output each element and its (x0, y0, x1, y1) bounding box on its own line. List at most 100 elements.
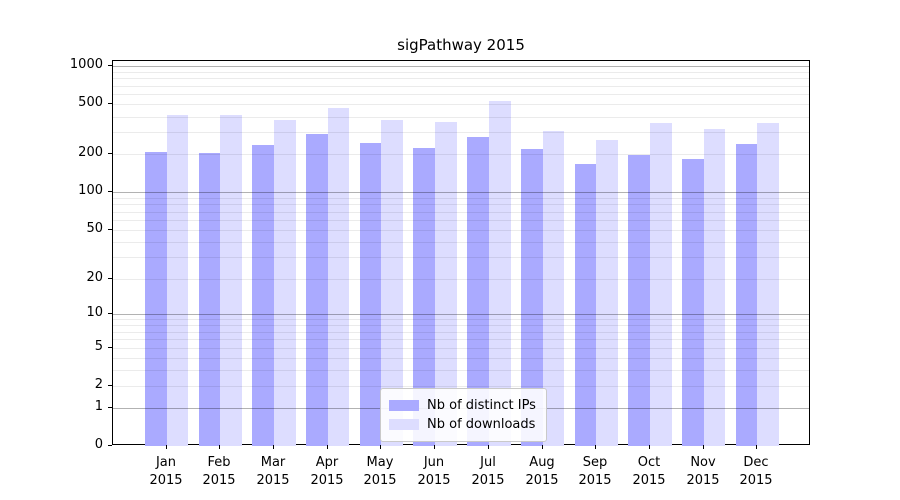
bar-nb-of-downloads-oct (649, 123, 672, 446)
minor-gridline-9 (113, 319, 809, 320)
bar-nb-of-distinct-ips-nov (681, 159, 704, 446)
bar-nb-of-distinct-ips-jan (144, 152, 167, 446)
x-tick-sep (595, 445, 596, 449)
major-gridline-1000 (113, 66, 809, 67)
y-tick-label-20: 20 (86, 270, 103, 285)
minor-gridline-90 (113, 198, 809, 199)
legend-swatch-distinct-ips (389, 400, 419, 411)
minor-gridline-20 (113, 279, 809, 280)
minor-gridline-800 (113, 78, 809, 79)
bar-nb-of-distinct-ips-mar (252, 144, 275, 446)
y-tick-200 (108, 153, 112, 154)
minor-gridline-2 (113, 386, 809, 387)
minor-gridline-400 (113, 117, 809, 118)
x-tick-jul (488, 445, 489, 449)
bar-nb-of-distinct-ips-apr (306, 133, 328, 446)
legend-label-distinct-ips: Nb of distinct IPs (427, 398, 536, 413)
bars-layer (113, 61, 809, 446)
y-tick-20 (108, 278, 112, 279)
minor-gridline-7 (113, 332, 809, 333)
minor-gridline-30 (113, 257, 809, 258)
x-tick-apr (327, 445, 328, 449)
y-tick-label-500: 500 (78, 95, 103, 110)
minor-gridline-50 (113, 230, 809, 231)
x-tick-label-aug: Aug 2015 (525, 455, 559, 488)
minor-gridline-6 (113, 339, 809, 340)
bar-nb-of-downloads-jan (166, 114, 189, 446)
x-tick-label-nov: Nov 2015 (686, 455, 720, 488)
bar-nb-of-distinct-ips-aug (520, 149, 543, 446)
x-tick-nov (703, 445, 704, 449)
x-tick-dec (756, 445, 757, 449)
legend-item-downloads: Nb of downloads (389, 416, 536, 433)
y-tick-label-5: 5 (94, 339, 103, 354)
y-tick-2 (108, 385, 112, 386)
y-tick-0 (108, 445, 112, 446)
plot-area: Nb of distinct IPs Nb of downloads (112, 60, 810, 446)
y-tick-label-1: 1 (94, 399, 103, 414)
y-tick-10 (108, 313, 112, 314)
major-gridline-100 (113, 192, 809, 193)
bar-nb-of-downloads-aug (542, 131, 565, 446)
legend-label-downloads: Nb of downloads (427, 417, 536, 432)
x-tick-label-sep: Sep 2015 (578, 455, 612, 488)
x-tick-mar (273, 445, 274, 449)
x-tick-aug (542, 445, 543, 449)
legend-swatch-downloads (389, 419, 419, 430)
chart-title: sigPathway 2015 (397, 36, 525, 54)
y-tick-label-2: 2 (94, 377, 103, 392)
bar-nb-of-downloads-dec (757, 123, 779, 446)
x-tick-label-may: May 2015 (363, 455, 397, 488)
bar-nb-of-downloads-mar (274, 120, 296, 446)
x-tick-label-mar: Mar 2015 (256, 455, 290, 488)
bar-nb-of-downloads-nov (703, 128, 726, 446)
minor-gridline-700 (113, 86, 809, 87)
minor-gridline-600 (113, 94, 809, 95)
y-tick-label-50: 50 (86, 221, 103, 236)
x-tick-label-jan: Jan 2015 (149, 455, 183, 488)
x-tick-label-dec: Dec 2015 (739, 455, 773, 488)
legend-item-distinct-ips: Nb of distinct IPs (389, 397, 536, 414)
bar-nb-of-downloads-sep (596, 139, 618, 446)
y-tick-5 (108, 347, 112, 348)
minor-gridline-300 (113, 132, 809, 133)
bar-nb-of-downloads-jul (488, 101, 511, 446)
bar-nb-of-downloads-may (381, 119, 404, 446)
x-tick-jan (166, 445, 167, 449)
bar-nb-of-distinct-ips-jun (413, 147, 436, 446)
x-tick-oct (649, 445, 650, 449)
bar-nb-of-downloads-feb (220, 115, 243, 446)
minor-gridline-4 (113, 358, 809, 359)
minor-gridline-40 (113, 242, 809, 243)
minor-gridline-70 (113, 212, 809, 213)
x-tick-label-apr: Apr 2015 (310, 455, 344, 488)
x-tick-label-feb: Feb 2015 (202, 455, 236, 488)
y-tick-1000 (108, 65, 112, 66)
x-tick-label-oct: Oct 2015 (632, 455, 666, 488)
x-tick-feb (219, 445, 220, 449)
x-tick-label-jun: Jun 2015 (417, 455, 451, 488)
major-gridline-10 (113, 314, 809, 315)
x-tick-jun (434, 445, 435, 449)
bar-nb-of-distinct-ips-may (359, 142, 382, 446)
legend: Nb of distinct IPs Nb of downloads (380, 388, 547, 442)
grid-layer (113, 61, 809, 444)
y-tick-label-10: 10 (86, 305, 103, 320)
bar-nb-of-distinct-ips-feb (198, 152, 221, 446)
minor-gridline-500 (113, 104, 809, 105)
y-tick-label-100: 100 (78, 183, 103, 198)
x-tick-may (380, 445, 381, 449)
minor-gridline-60 (113, 220, 809, 221)
bar-nb-of-downloads-apr (327, 107, 350, 446)
y-tick-label-1000: 1000 (69, 57, 103, 72)
y-tick-label-0: 0 (94, 437, 103, 452)
x-tick-label-jul: Jul 2015 (471, 455, 505, 488)
bar-nb-of-distinct-ips-oct (628, 155, 650, 446)
minor-gridline-80 (113, 204, 809, 205)
minor-gridline-900 (113, 72, 809, 73)
minor-gridline-5 (113, 348, 809, 349)
minor-gridline-8 (113, 325, 809, 326)
bar-nb-of-distinct-ips-dec (735, 144, 758, 446)
y-tick-100 (108, 191, 112, 192)
minor-gridline-3 (113, 370, 809, 371)
